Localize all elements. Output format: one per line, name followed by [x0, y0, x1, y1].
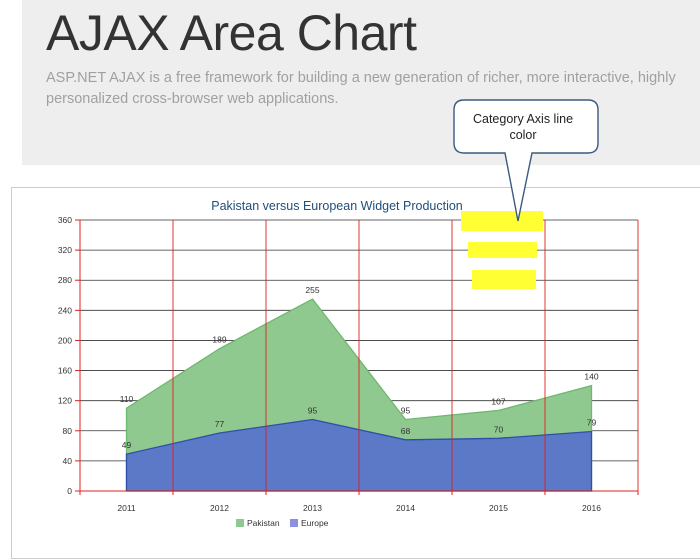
data-labels: 110 189 255 95 107 140 49 77 95 68 70 79 — [120, 285, 599, 450]
y-tick-label: 280 — [58, 275, 72, 285]
x-tick-label: 2015 — [489, 503, 508, 513]
data-label: 110 — [120, 394, 134, 404]
x-tick-label: 2011 — [117, 503, 136, 513]
highlight-mark-3 — [472, 270, 536, 289]
data-label: 189 — [212, 335, 226, 345]
page-description: ASP.NET AJAX is a free framework for bui… — [46, 70, 676, 107]
y-tick-label: 320 — [58, 245, 72, 255]
data-label: 70 — [494, 424, 504, 434]
data-label: 107 — [491, 396, 505, 406]
data-label: 95 — [308, 405, 318, 415]
data-label: 79 — [587, 418, 597, 428]
y-tick-label: 240 — [58, 305, 72, 315]
callout-line-1: Category Axis line — [473, 112, 573, 126]
legend-swatch — [236, 519, 244, 527]
axes — [75, 219, 639, 495]
x-tick-label: 2012 — [210, 503, 229, 513]
data-label: 140 — [584, 372, 598, 382]
chart-legend: Pakistan Europe — [236, 518, 329, 528]
chart-title: Pakistan versus European Widget Producti… — [211, 199, 463, 213]
data-label: 95 — [401, 405, 411, 415]
legend-label: Pakistan — [247, 518, 280, 528]
data-label: 77 — [215, 419, 225, 429]
y-tick-label: 360 — [58, 215, 72, 225]
x-tick-label: 2016 — [582, 503, 601, 513]
y-tick-label: 40 — [63, 456, 73, 466]
highlight-mark-1 — [461, 211, 543, 231]
callout-bubble — [453, 99, 599, 222]
legend-label: Europe — [301, 518, 329, 528]
x-tick-label: 2014 — [396, 503, 415, 513]
data-label: 49 — [122, 440, 132, 450]
y-tick-label: 200 — [58, 335, 72, 345]
tick-labels: 0 40 80 120 160 200 240 280 320 360 2011 2012 2013 20… — [58, 215, 601, 513]
y-tick-label: 0 — [67, 486, 72, 496]
highlight-mark-2 — [468, 242, 537, 258]
y-tick-label: 120 — [58, 396, 72, 406]
page-title: AJAX Area Chart — [46, 5, 417, 61]
data-label: 68 — [401, 426, 411, 436]
y-tick-label: 160 — [58, 366, 72, 376]
x-tick-label: 2013 — [303, 503, 322, 513]
callout-annotation: Category Axis line color — [453, 99, 599, 222]
legend-swatch — [290, 519, 298, 527]
data-label: 255 — [305, 285, 319, 295]
callout-line-2: color — [509, 128, 536, 142]
y-tick-label: 80 — [63, 426, 73, 436]
